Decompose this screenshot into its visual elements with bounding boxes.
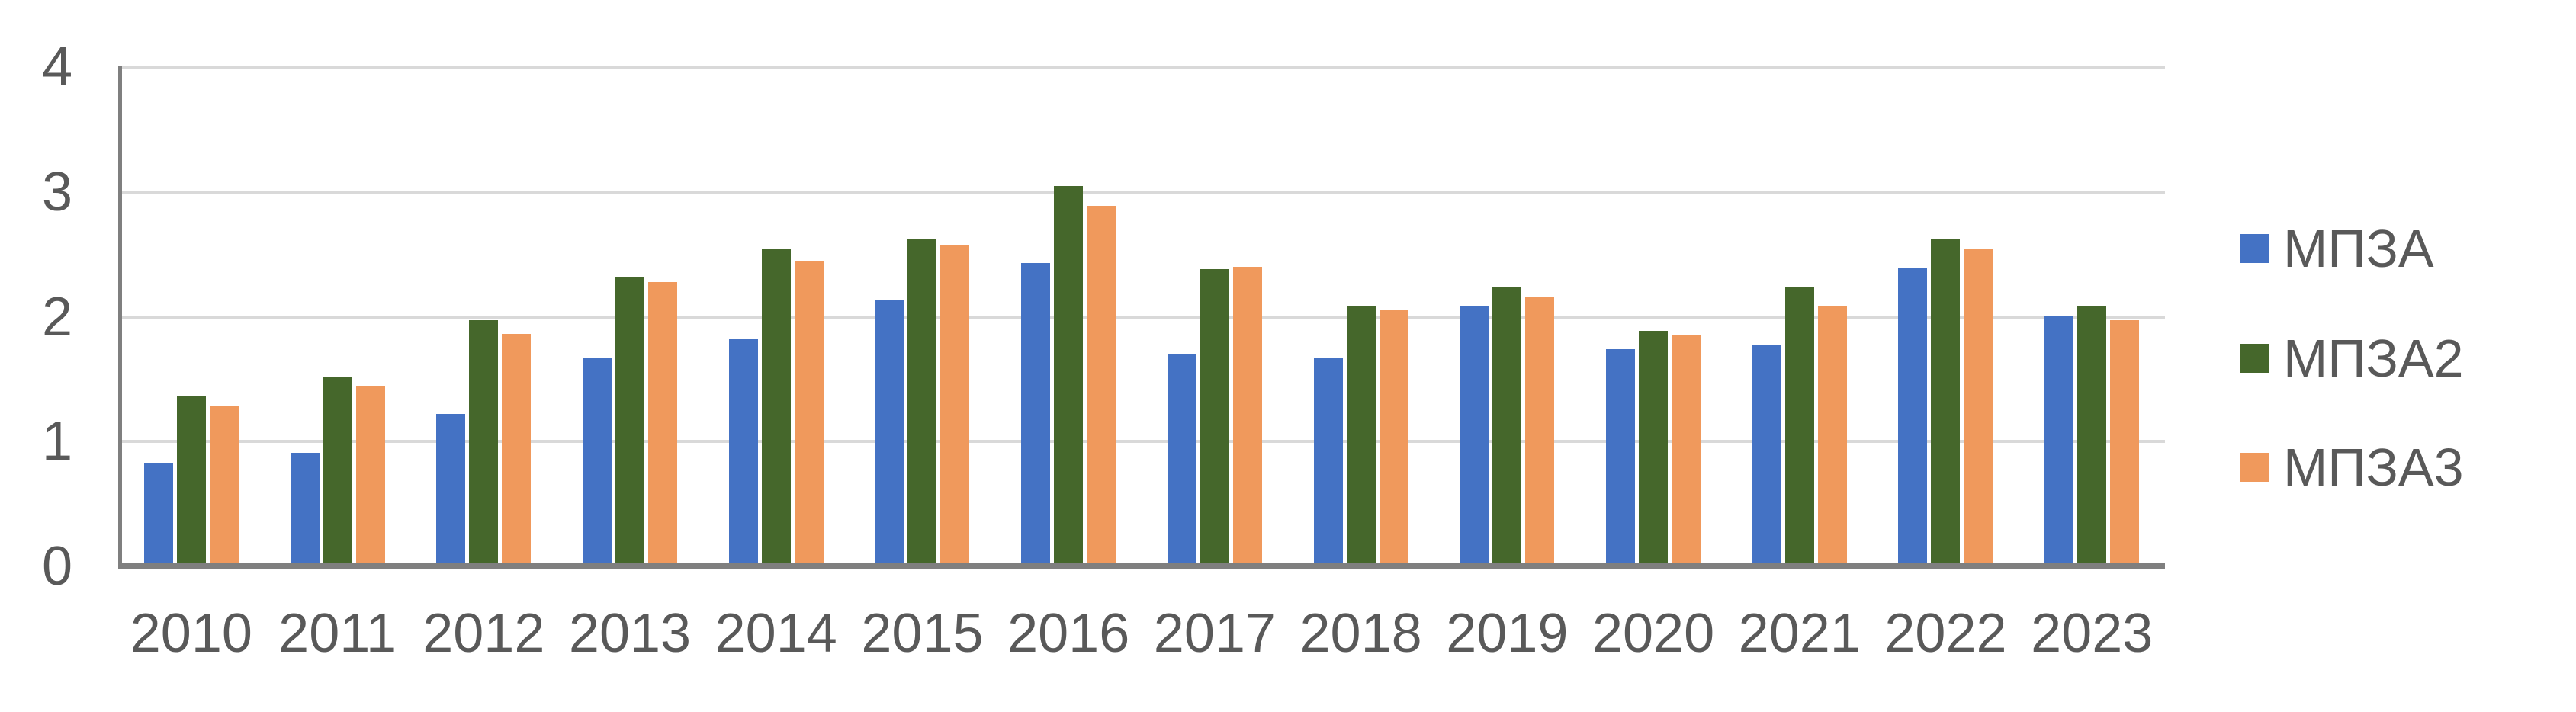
- y-axis: 0 1 2 3 4: [0, 0, 72, 712]
- bar-series1-2018: [1313, 358, 1343, 566]
- bar-series3-2013: [648, 281, 678, 566]
- legend-swatch-icon: [2240, 453, 2269, 482]
- bar-series1-2014: [728, 339, 758, 566]
- bar-series1-2017: [1167, 354, 1196, 566]
- bar-series2-2015: [907, 239, 937, 566]
- bar-series1-2015: [875, 300, 904, 566]
- x-tick-label-2015: 2015: [861, 603, 984, 664]
- x-axis-line: [118, 563, 2165, 569]
- bar-series3-2018: [1379, 310, 1408, 566]
- bar-group-2023: [2019, 67, 2165, 566]
- x-tick-label-2014: 2014: [715, 603, 837, 664]
- bar-series1-2021: [1752, 344, 1781, 566]
- y-tick-label-1: 1: [41, 411, 72, 473]
- bar-series2-2017: [1200, 269, 1229, 566]
- bar-series2-2016: [1054, 185, 1084, 566]
- legend-item-2: МПЗА2: [2240, 331, 2464, 386]
- bar-series1-2012: [436, 414, 466, 566]
- bar-group-2020: [1580, 67, 1726, 566]
- legend-label: МПЗА: [2283, 219, 2434, 278]
- bar-series1-2013: [583, 358, 612, 566]
- bar-series2-2023: [2077, 306, 2107, 566]
- bar-series2-2010: [176, 396, 206, 566]
- gridline-3: [118, 190, 2165, 194]
- bar-series3-2022: [1964, 249, 1993, 566]
- y-axis-line: [118, 66, 122, 569]
- x-tick-label-2023: 2023: [2031, 603, 2154, 664]
- plot-area: [118, 66, 2165, 569]
- x-tick-label-2022: 2022: [1884, 603, 2007, 664]
- legend-label: МПЗА3: [2283, 438, 2464, 497]
- legend: МПЗА МПЗА2 МПЗА3: [2240, 0, 2568, 712]
- legend-label: МПЗА2: [2283, 328, 2464, 388]
- bar-series3-2012: [502, 334, 532, 566]
- bar-group-2018: [1288, 67, 1434, 566]
- legend-swatch-icon: [2240, 234, 2269, 263]
- x-tick-label-2016: 2016: [1007, 603, 1130, 664]
- x-tick-label-2018: 2018: [1299, 603, 1422, 664]
- bar-series3-2016: [1087, 205, 1116, 566]
- bar-series3-2015: [940, 244, 970, 566]
- legend-item-1: МПЗА: [2240, 221, 2434, 276]
- bar-series3-2020: [1672, 335, 1701, 566]
- y-tick-label-0: 0: [41, 536, 72, 597]
- bar-group-2019: [1434, 67, 1580, 566]
- bar-series2-2019: [1492, 287, 1522, 566]
- bar-series1-2011: [290, 453, 320, 566]
- x-tick-label-2013: 2013: [568, 603, 692, 664]
- y-tick-label-2: 2: [41, 286, 72, 348]
- bar-series2-2014: [761, 249, 791, 566]
- x-tick-label-2020: 2020: [1592, 603, 1715, 664]
- legend-swatch-icon: [2240, 343, 2269, 373]
- bar-group-2022: [1873, 67, 2019, 566]
- x-tick-label-2011: 2011: [278, 603, 397, 664]
- bar-series3-2017: [1232, 267, 1262, 566]
- bar-group-2011: [265, 67, 411, 566]
- bar-group-2013: [557, 67, 703, 566]
- bar-series1-2016: [1021, 263, 1051, 566]
- bar-group-2010: [118, 67, 265, 566]
- y-tick-label-3: 3: [41, 161, 72, 223]
- bar-series1-2023: [2044, 315, 2074, 566]
- y-tick-label-4: 4: [41, 37, 72, 98]
- bar-groups: [118, 67, 2165, 566]
- bar-series2-2012: [469, 320, 499, 566]
- bar-series1-2010: [143, 463, 173, 566]
- bar-series1-2022: [1898, 268, 1928, 566]
- bar-group-2017: [1142, 67, 1288, 566]
- x-tick-label-2021: 2021: [1738, 603, 1861, 664]
- bar-group-2012: [410, 67, 557, 566]
- bar-series1-2019: [1460, 306, 1489, 566]
- bar-group-2015: [850, 67, 996, 566]
- bar-series3-2023: [2110, 320, 2140, 566]
- bar-series2-2018: [1346, 306, 1376, 566]
- bar-group-2021: [1726, 67, 1873, 566]
- x-axis: 2010 2011 2012 2013 2014 2015 2016 2017 2018 2019…: [118, 606, 2165, 661]
- bar-series2-2021: [1784, 287, 1814, 566]
- legend-item-3: МПЗА3: [2240, 440, 2464, 495]
- bar-series2-2022: [1931, 239, 1961, 566]
- bar-series3-2019: [1525, 297, 1555, 566]
- x-tick-label-2010: 2010: [130, 603, 252, 664]
- x-tick-label-2012: 2012: [422, 603, 545, 664]
- bar-series1-2020: [1606, 349, 1636, 566]
- x-tick-label-2019: 2019: [1446, 603, 1569, 664]
- bar-series2-2013: [615, 277, 645, 566]
- bar-group-2014: [703, 67, 850, 566]
- gridline-2: [118, 315, 2165, 319]
- bar-series2-2020: [1639, 330, 1669, 566]
- bar-series2-2011: [323, 377, 352, 566]
- bar-group-2016: [995, 67, 1142, 566]
- x-tick-label-2017: 2017: [1153, 603, 1276, 664]
- bar-series3-2011: [355, 386, 385, 566]
- bar-series3-2014: [794, 261, 824, 566]
- gridline-4: [118, 66, 2165, 69]
- bar-series3-2021: [1817, 306, 1847, 566]
- bar-series3-2010: [209, 406, 239, 566]
- gridline-1: [118, 440, 2165, 444]
